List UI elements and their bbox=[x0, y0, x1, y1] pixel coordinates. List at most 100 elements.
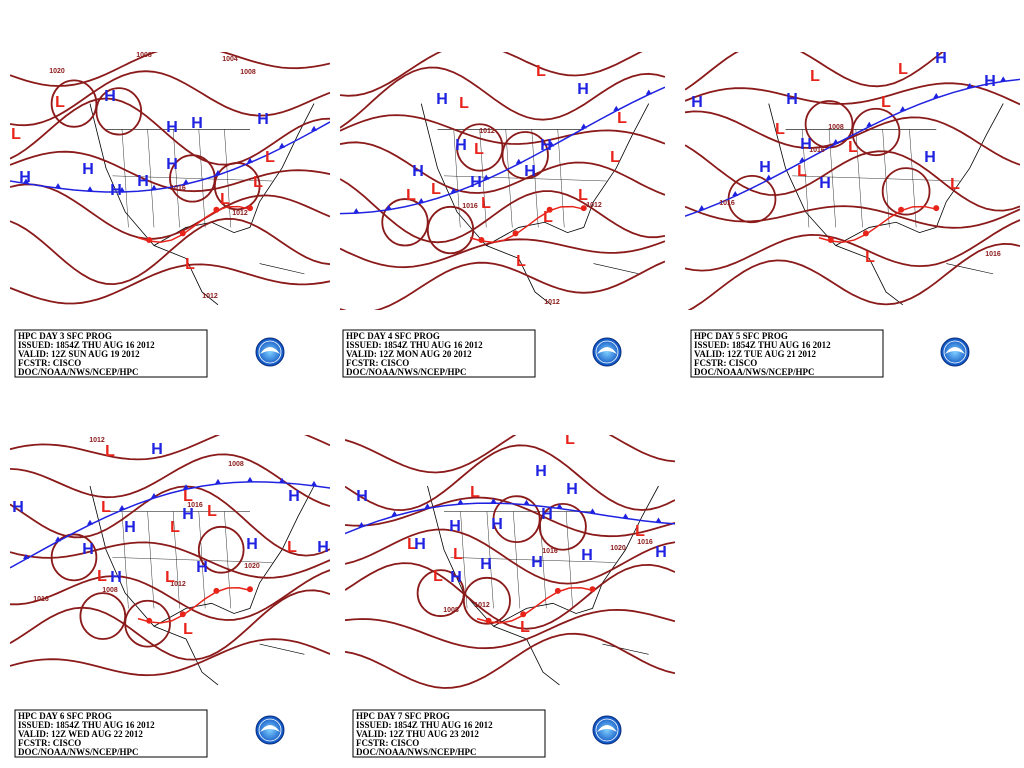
front-pip bbox=[247, 205, 253, 212]
cold-front bbox=[345, 502, 675, 535]
high-center: H bbox=[104, 88, 116, 105]
caption-line: FCSTR: CISCO bbox=[694, 358, 757, 368]
isobar bbox=[345, 435, 675, 474]
front-pip bbox=[799, 156, 806, 162]
front-pip bbox=[1000, 76, 1007, 82]
low-center: L bbox=[565, 431, 575, 448]
warm-front bbox=[476, 587, 593, 624]
coastline bbox=[153, 103, 315, 246]
front-pip bbox=[546, 206, 553, 213]
front-pip bbox=[556, 503, 563, 509]
caption-line: HPC DAY 5 SFC PROG bbox=[694, 331, 788, 341]
front-pip bbox=[478, 237, 485, 244]
isobar bbox=[345, 608, 675, 650]
front-pip bbox=[385, 204, 392, 210]
caption-line: FCSTR: CISCO bbox=[18, 738, 81, 748]
isobar-label: 1016 bbox=[33, 596, 49, 603]
front-pip bbox=[515, 158, 522, 164]
caption-line: DOC/NOAA/NWS/NCEP/HPC bbox=[346, 367, 467, 377]
noaa-logo bbox=[255, 715, 285, 745]
isobar-label: 1012 bbox=[586, 202, 602, 209]
caption-box bbox=[690, 329, 884, 378]
low-center: L bbox=[848, 139, 858, 156]
caption-line: DOC/NOAA/NWS/NCEP/HPC bbox=[356, 747, 477, 757]
isobar bbox=[881, 167, 931, 216]
low-center: L bbox=[898, 61, 908, 78]
front-pip bbox=[23, 178, 29, 184]
caption-line: HPC DAY 3 SFC PROG bbox=[18, 331, 112, 341]
high-center: H bbox=[166, 119, 178, 136]
isobar bbox=[685, 82, 1020, 106]
high-center: H bbox=[924, 149, 936, 166]
high-center: H bbox=[480, 556, 492, 573]
isobar bbox=[50, 79, 98, 128]
low-center: L bbox=[265, 149, 275, 166]
front-pip bbox=[215, 170, 221, 176]
isobar-label: 1012 bbox=[479, 128, 495, 135]
front-pip bbox=[483, 174, 490, 180]
high-center: H bbox=[196, 559, 208, 576]
caption-line: VALID: 12Z SUN AUG 19 2012 bbox=[18, 349, 140, 359]
high-center: H bbox=[455, 137, 467, 154]
low-center: L bbox=[165, 569, 175, 586]
warm-front bbox=[137, 587, 251, 624]
caption-line: HPC DAY 7 SFC PROG bbox=[356, 711, 450, 721]
isobar bbox=[197, 525, 245, 574]
caption-line: VALID: 12Z THU AUG 23 2012 bbox=[356, 729, 479, 739]
front-pip bbox=[119, 186, 125, 192]
front-pip bbox=[898, 206, 905, 213]
low-center: L bbox=[183, 621, 193, 638]
isobar-label: 1008 bbox=[136, 52, 152, 59]
low-center: L bbox=[520, 619, 530, 636]
isobar bbox=[345, 444, 675, 512]
front-pip bbox=[418, 197, 425, 203]
noaa-logo-bird bbox=[260, 347, 280, 354]
high-center: H bbox=[257, 111, 269, 128]
cold-front bbox=[10, 121, 330, 193]
noaa-logo-bird bbox=[597, 725, 617, 732]
caption-line: ISSUED: 1854Z THU AUG 16 2012 bbox=[356, 720, 493, 730]
state-line bbox=[112, 557, 273, 563]
front-pip bbox=[213, 587, 220, 594]
isobar bbox=[462, 576, 511, 625]
isobar-label: 1008 bbox=[828, 124, 844, 131]
front-pip bbox=[933, 205, 940, 212]
island bbox=[946, 263, 994, 275]
front-pip bbox=[179, 611, 186, 618]
isobar bbox=[10, 97, 330, 166]
front-pip bbox=[622, 513, 629, 519]
front-pip bbox=[353, 208, 360, 214]
front-pip bbox=[179, 230, 186, 237]
high-center: H bbox=[12, 499, 24, 516]
state-line bbox=[173, 129, 180, 228]
isobar bbox=[426, 205, 475, 255]
front-pip bbox=[213, 206, 220, 213]
isobar-label: 1012 bbox=[544, 299, 560, 306]
isobar-label: 1016 bbox=[542, 548, 558, 555]
isobar-label: 1008 bbox=[443, 607, 459, 614]
state-line bbox=[198, 129, 206, 228]
isobar bbox=[685, 219, 1020, 272]
high-center: H bbox=[449, 518, 461, 535]
isobar bbox=[169, 154, 216, 203]
isobar-label: 1020 bbox=[610, 545, 626, 552]
front-pip bbox=[391, 510, 398, 516]
front-pip bbox=[183, 484, 189, 490]
high-center: H bbox=[356, 488, 368, 505]
caption-box bbox=[14, 329, 208, 378]
front-pip bbox=[87, 519, 93, 525]
isobar bbox=[340, 66, 665, 129]
high-center: H bbox=[110, 182, 122, 199]
isobar bbox=[345, 528, 675, 585]
state-line bbox=[147, 511, 155, 609]
isobar bbox=[456, 123, 504, 172]
high-center: H bbox=[577, 81, 589, 98]
low-center: L bbox=[950, 176, 960, 193]
isobar bbox=[492, 495, 541, 544]
high-center: H bbox=[691, 94, 703, 111]
low-center: L bbox=[105, 443, 115, 460]
cold-front bbox=[340, 86, 665, 215]
low-center: L bbox=[183, 488, 193, 505]
high-center: H bbox=[540, 137, 552, 154]
